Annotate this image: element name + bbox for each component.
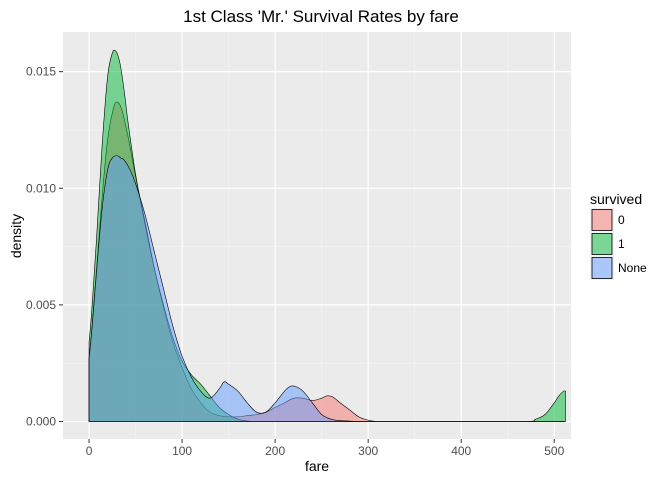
legend: survived 0 1 None [590,191,647,280]
x-tick-label: 0 [86,444,93,458]
density-area-none [88,155,566,422]
series-layer [88,49,566,422]
y-tick-label: 0.010 [26,181,56,195]
x-tick-label: 300 [358,444,378,458]
legend-label: None [618,261,647,275]
legend-key-0 [591,209,613,231]
x-tick-label: 500 [544,444,564,458]
y-tick-label: 0.005 [26,298,56,312]
legend-key-1 [591,233,613,255]
legend-title: survived [590,191,642,207]
x-tick-label: 100 [172,444,192,458]
axes-layer: 0 100 200 300 400 500 0.000 0.005 0.010 0.015 [26,65,565,458]
legend-label: 0 [618,213,625,227]
legend-key-none [591,257,613,279]
y-axis-title: density [8,214,24,258]
x-tick-label: 400 [451,444,471,458]
chart-title: 1st Class 'Mr.' Survival Rates by fare [183,7,459,26]
legend-label: 1 [618,237,625,251]
y-tick-label: 0.015 [26,65,56,79]
y-tick-label: 0.000 [26,415,56,429]
x-axis-title: fare [305,458,329,474]
x-tick-label: 200 [265,444,285,458]
